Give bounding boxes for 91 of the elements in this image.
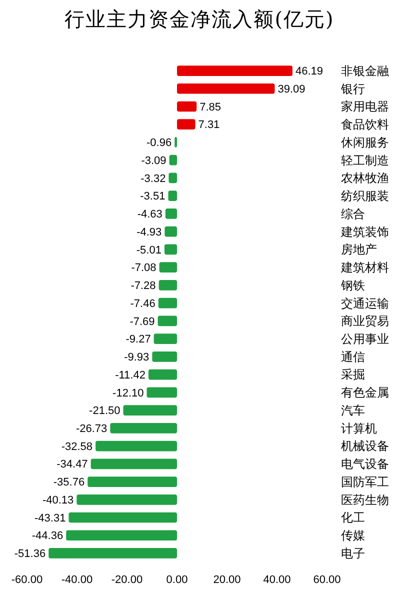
bar [146,387,177,398]
bar [110,422,177,434]
bar [148,369,177,380]
bar [177,66,292,76]
y-tick-label: 休闲服务 [341,135,389,150]
chart-title: 行业主力资金净流入额(亿元) [64,7,334,31]
data-label: -7.46 [130,298,156,310]
bar [168,172,177,184]
data-label: -3.32 [140,172,166,185]
bar [159,262,177,273]
data-label: -9.93 [124,352,150,364]
data-label: -26.73 [76,423,108,436]
data-label: 39.09 [278,83,306,96]
bar [154,334,177,344]
y-tick-label: 农林牧渔 [341,171,389,186]
bar [168,190,177,202]
data-label: -4.93 [136,226,162,238]
y-tick-label: 房地产 [341,242,377,257]
data-label: -7.08 [131,262,156,274]
bar [90,458,177,470]
data-label: -3.09 [141,154,166,167]
y-tick-label: 采掘 [341,368,365,382]
data-label: -9.27 [126,334,151,346]
y-tick-label: 轻工制造 [341,153,389,168]
data-label: -12.10 [112,387,144,400]
bar [158,316,177,326]
bar [158,280,177,290]
bar [76,494,177,505]
y-tick-label: 家用电器 [341,100,389,114]
y-tick-label: 国防军工 [341,474,389,489]
y-tick-label: 传媒 [341,528,365,543]
bar [88,476,177,487]
y-tick-label: 医药生物 [341,492,389,507]
x-tick-label: -40.00 [61,574,93,586]
y-tick-label: 计算机 [341,421,377,436]
data-label: -4.63 [137,208,162,221]
bar [177,101,197,112]
y-tick-label: 建筑装饰 [340,224,389,239]
x-tick-label: 20.00 [213,574,241,586]
data-label: -21.50 [89,405,120,418]
data-label: -5.01 [136,244,162,256]
data-label: -34.47 [56,458,88,471]
data-label: 7.31 [198,119,220,132]
y-tick-label: 纺织服装 [341,189,389,204]
data-label: -35.76 [53,476,85,489]
bar [164,226,177,237]
y-tick-label: 银行 [340,82,365,96]
data-label: -32.58 [61,440,93,453]
x-tick-label: 60.00 [313,574,341,586]
y-tick-label: 建筑材料 [340,260,389,275]
bar [177,83,275,94]
x-tick-label: -60.00 [11,574,43,586]
data-label: -11.42 [115,369,146,382]
bar [48,548,177,558]
y-tick-label: 电气设备 [341,457,389,472]
y-tick-label: 商业贸易 [341,314,389,328]
data-label: -7.28 [130,280,156,292]
bar [164,244,177,255]
data-label: -7.69 [130,316,155,328]
x-tick-label: -20.00 [111,574,143,586]
y-tick-label: 通信 [341,350,365,364]
y-tick-label: 钢铁 [340,278,365,292]
bar [152,351,177,362]
bar [123,405,177,416]
data-label: -51.36 [14,548,46,560]
data-label: -3.51 [140,190,166,203]
bar [177,119,196,130]
y-tick-label: 电子 [341,546,365,560]
x-tick-label: 0.00 [166,574,188,586]
bar [66,530,177,541]
bar [68,512,177,523]
data-label: 7.85 [200,101,222,114]
bar [169,154,177,166]
x-tick-label: 40.00 [263,574,291,586]
y-tick-label: 化工 [341,510,365,525]
bar [165,208,177,219]
y-tick-label: 非银金融 [341,64,389,78]
y-tick-label: 食品饮料 [341,118,389,132]
y-tick-label: 有色金属 [341,386,389,400]
bar [96,440,177,452]
data-label: -40.13 [42,494,74,506]
y-tick-label: 交通运输 [341,296,389,310]
y-tick-label: 机械设备 [341,439,389,454]
data-label: -0.96 [146,137,172,150]
y-tick-label: 公用事业 [341,332,389,346]
y-tick-label: 汽车 [341,403,365,418]
y-tick-label: 综合 [341,206,365,221]
data-label: -44.36 [32,530,64,542]
data-label: -43.31 [34,512,66,524]
bar [158,298,177,308]
data-label: 46.19 [295,66,324,78]
